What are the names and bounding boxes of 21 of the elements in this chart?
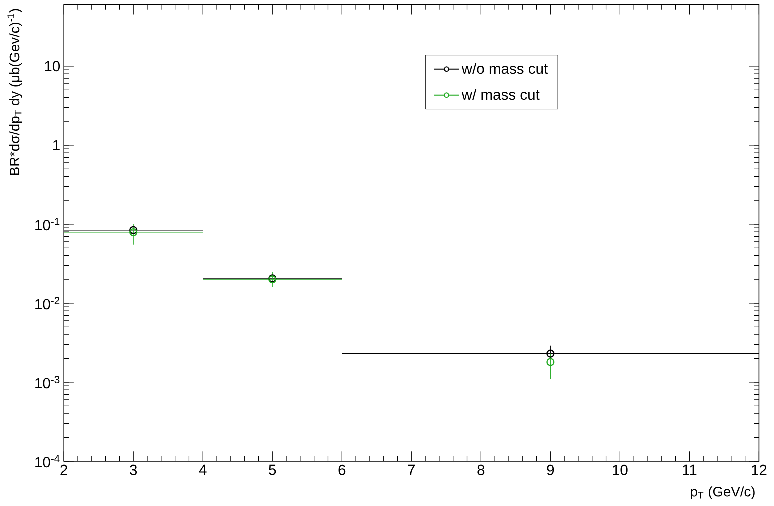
x-tick-label: 5	[269, 465, 276, 476]
x-tick-label: 6	[338, 465, 346, 476]
y-tick-label: 1	[54, 140, 60, 151]
x-tick-label: 12	[752, 465, 767, 476]
x-tick-label: 11	[683, 465, 697, 476]
x-tick-label: 3	[130, 465, 138, 476]
y-tick-label: 10	[45, 61, 60, 72]
x-tick-label: 8	[478, 465, 485, 476]
legend-label: w/o mass cut	[462, 63, 548, 74]
y-tick-label: 10$^{-1}$	[36, 218, 60, 231]
legend-label: w/ mass cut	[462, 89, 540, 100]
x-tick-label: 7	[408, 465, 416, 476]
x-axis-title: p$_{T}$ (GeV/c)	[691, 486, 755, 500]
x-tick-label: 10	[613, 465, 628, 476]
x-tick-label: 4	[199, 465, 207, 476]
y-tick-label: 10$^{-2}$	[36, 297, 60, 310]
x-tick-label: 9	[547, 465, 554, 476]
x-tick-label: 2	[60, 465, 68, 476]
y-axis-title: BR*dσ/dp$_{T}$ dy (μb(Gev/c)$^{-1}$)	[8, 9, 22, 176]
y-tick-label: 10$^{-4}$	[36, 455, 60, 468]
y-tick-label: 10$^{-3}$	[36, 376, 60, 389]
